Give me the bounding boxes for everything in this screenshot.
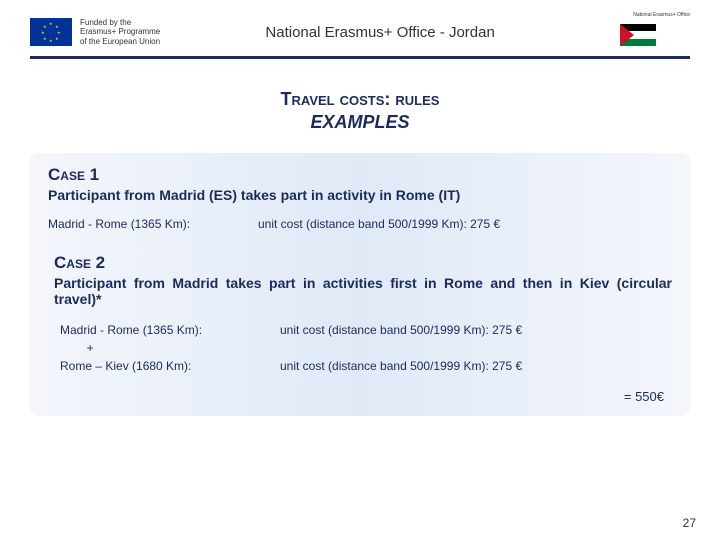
case-1-label: Case 1 [48,165,672,185]
case-2-label: Case 2 [54,253,672,273]
case-1-cost: unit cost (distance band 500/1999 Km): 2… [258,217,672,231]
funded-by-text: Funded by the Erasmus+ Programme of the … [80,18,160,47]
case-2-desc: Participant from Madrid takes part in ac… [54,275,672,307]
header-divider [30,56,690,59]
case-2-costs: unit cost (distance band 500/1999 Km): 2… [280,321,672,375]
case-2-route-1: Madrid - Rome (1365 Km): [60,321,280,339]
case-1-detail: Madrid - Rome (1365 Km): unit cost (dist… [48,217,672,231]
header-title: National Erasmus+ Office - Jordan [180,24,620,41]
case-2: Case 2 Participant from Madrid takes par… [48,253,672,404]
case-2-detail: Madrid - Rome (1365 Km): + Rome – Kiev (… [54,321,672,375]
case-1-route: Madrid - Rome (1365 Km): [48,217,258,231]
case-1-desc: Participant from Madrid (ES) takes part … [48,187,672,203]
right-logo: National Erasmus+ Office [620,12,690,52]
case-2-routes: Madrid - Rome (1365 Km): + Rome – Kiev (… [60,321,280,375]
case-2-cost-2: unit cost (distance band 500/1999 Km): 2… [280,357,672,375]
eu-flag-icon: ★ ★ ★ ★ ★ ★ ★ ★ [30,18,72,46]
case-1: Case 1 Participant from Madrid (ES) take… [48,165,672,231]
main-subtitle: EXAMPLES [0,112,720,133]
main-title: Travel costs: rules [0,89,720,110]
page-number: 27 [683,516,696,530]
funded-line-3: of the European Union [80,37,160,47]
case-2-route-2: Rome – Kiev (1680 Km): [60,357,280,375]
funded-line-1: Funded by the [80,18,160,28]
header: ★ ★ ★ ★ ★ ★ ★ ★ Funded by the Erasmus+ P… [0,0,720,56]
case-2-cost-1: unit cost (distance band 500/1999 Km): 2… [280,321,672,339]
content-panel: Case 1 Participant from Madrid (ES) take… [30,153,690,416]
right-logo-text: National Erasmus+ Office [633,12,690,18]
case-2-plus: + [60,339,280,357]
funded-line-2: Erasmus+ Programme [80,27,160,37]
case-2-total: = 550€ [54,389,672,404]
jordan-flag-icon [620,24,656,46]
